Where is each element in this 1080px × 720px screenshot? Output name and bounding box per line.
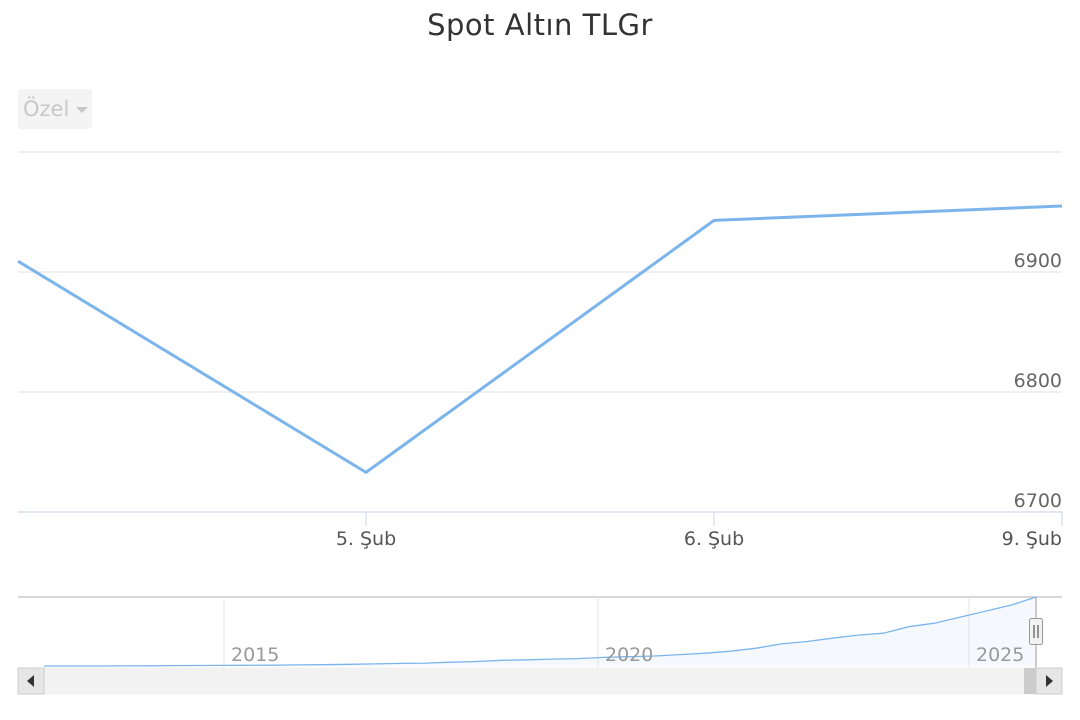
scrollbar-track[interactable] [17,667,1063,695]
navigator-area [44,597,1036,666]
navigator[interactable]: 2015 2020 2025 [18,596,1062,668]
navigator-grid [223,597,970,668]
range-selector-label: Özel [23,97,70,121]
scrollbar-left-button[interactable] [17,667,45,695]
y-tick-label: 6800 [1014,370,1062,392]
y-tick-label: 6900 [1014,250,1062,272]
navigator-year-label: 2025 [976,644,1024,666]
gridlines [18,151,1062,513]
arrow-right-icon [1046,675,1053,687]
arrow-left-icon [27,675,34,687]
y-axis-ticks: 6700 6800 6900 [1014,250,1062,512]
scrollbar-right-button[interactable] [1035,667,1063,695]
navigator-year-label: 2015 [231,644,279,666]
y-tick-label: 6700 [1014,490,1062,512]
scrollbar-thumb[interactable] [1024,668,1038,694]
navigator-year-labels: 2015 2020 2025 [231,644,1024,666]
x-tick-label: 6. Şub [684,528,744,550]
x-tick-label: 9. Şub [1002,528,1062,550]
x-axis-ticks: 5. Şub 6. Şub 9. Şub [336,512,1063,550]
chart-title: Spot Altın TLGr [427,8,653,42]
chevron-down-icon [76,107,89,113]
navigator-year-label: 2020 [605,644,653,666]
scrollbar[interactable] [17,667,1063,695]
navigator-series-line [44,596,1037,667]
range-selector-dropdown[interactable]: Özel [18,89,92,129]
navigator-handle[interactable] [1029,618,1043,645]
series-line [17,204,1063,474]
x-tick-label: 5. Şub [336,528,396,550]
